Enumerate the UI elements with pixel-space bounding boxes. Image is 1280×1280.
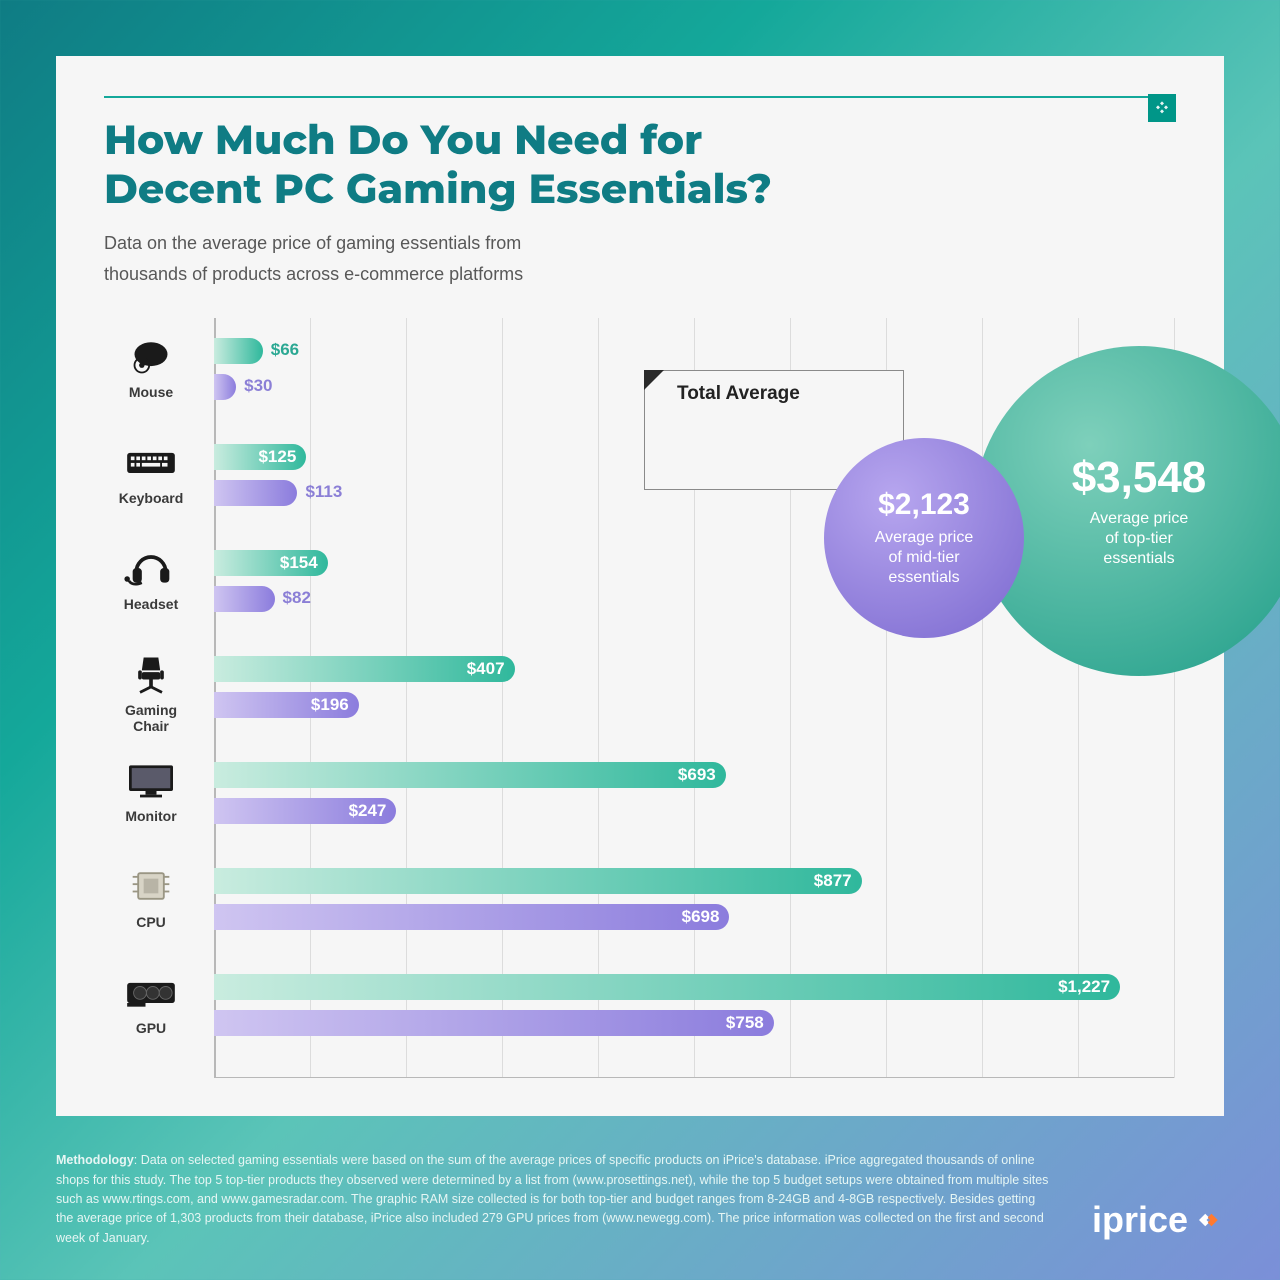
- mid-tier-bar: [214, 480, 297, 506]
- mid-tier-value: $113: [305, 482, 342, 502]
- bar-chart: Mouse$66$30Keyboard$125$113Headset$154$8…: [214, 318, 1174, 1078]
- category-icon: [115, 542, 187, 594]
- top-tier-bar: $154: [214, 550, 328, 576]
- category-icon: [115, 436, 187, 488]
- chart-row: GPU$1,227$758: [214, 960, 1174, 1060]
- top-tier-bar: $407: [214, 656, 515, 682]
- chart-row: Monitor$693$247: [214, 748, 1174, 848]
- top-tier-value: $407: [467, 659, 505, 679]
- subtitle: Data on the average price of gaming esse…: [104, 228, 724, 289]
- mid-tier-bar: $698: [214, 904, 729, 930]
- mid-tier-bar: $247: [214, 798, 396, 824]
- top-tier-bar: $125: [214, 444, 306, 470]
- mid-tier-bar: $196: [214, 692, 359, 718]
- brand-icon: [1194, 1205, 1224, 1235]
- category-icon-col: CPU: [96, 860, 206, 930]
- top-tier-value: $877: [814, 871, 852, 891]
- mid-tier-value: $698: [682, 907, 720, 927]
- brand-badge: [1148, 94, 1176, 122]
- category-icon: [115, 754, 187, 806]
- mid-tier-label: Average priceof mid-tieressentials: [875, 528, 973, 588]
- mid-tier-bubble: $2,123 Average priceof mid-tieressential…: [824, 438, 1024, 638]
- mid-tier-value: $82: [283, 588, 311, 608]
- mid-tier-bar: $758: [214, 1010, 774, 1036]
- top-tier-value: $66: [271, 340, 299, 360]
- category-label: Headset: [124, 596, 178, 612]
- x-axis: [214, 1077, 1174, 1078]
- top-tier-amount: $3,548: [1072, 453, 1207, 503]
- mid-tier-amount: $2,123: [878, 488, 970, 522]
- category-icon-col: Monitor: [96, 754, 206, 824]
- category-label: Mouse: [129, 384, 173, 400]
- top-tier-bar: $877: [214, 868, 862, 894]
- callout-corner: [644, 370, 664, 390]
- category-icon-col: Mouse: [96, 330, 206, 400]
- top-tier-value: $154: [280, 553, 318, 573]
- top-tier-value: $125: [258, 447, 296, 467]
- category-icon-col: GPU: [96, 966, 206, 1036]
- category-label: GamingChair: [125, 702, 177, 734]
- top-tier-bar: $1,227: [214, 974, 1120, 1000]
- category-icon-col: Headset: [96, 542, 206, 612]
- category-icon-col: GamingChair: [96, 648, 206, 734]
- top-tier-value: $693: [678, 765, 716, 785]
- mid-tier-value: $758: [726, 1013, 764, 1033]
- callout-title: Total Average: [677, 383, 889, 405]
- footer: Methodology: Data on selected gaming ess…: [56, 1151, 1224, 1248]
- top-rule: [104, 96, 1176, 98]
- category-icon: [115, 966, 187, 1018]
- chart-row: GamingChair$407$196: [214, 642, 1174, 742]
- category-label: CPU: [136, 914, 166, 930]
- top-tier-bar: $693: [214, 762, 726, 788]
- mid-tier-value: $30: [244, 376, 272, 396]
- page-title: How Much Do You Need forDecent PC Gaming…: [104, 116, 784, 214]
- top-tier-bar: [214, 338, 263, 364]
- category-icon-col: Keyboard: [96, 436, 206, 506]
- category-label: Keyboard: [119, 490, 184, 506]
- mid-tier-bar: [214, 374, 236, 400]
- top-tier-value: $1,227: [1058, 977, 1110, 997]
- mid-tier-value: $196: [311, 695, 349, 715]
- infographic-card: How Much Do You Need forDecent PC Gaming…: [56, 56, 1224, 1116]
- category-icon: [115, 330, 187, 382]
- category-label: GPU: [136, 1020, 166, 1036]
- category-label: Monitor: [125, 808, 176, 824]
- category-icon: [115, 860, 187, 912]
- mid-tier-bar: [214, 586, 275, 612]
- category-icon: [115, 648, 187, 700]
- top-tier-label: Average priceof top-tieressentials: [1090, 509, 1188, 569]
- brand-logo: iprice: [1092, 1192, 1224, 1248]
- methodology: Methodology: Data on selected gaming ess…: [56, 1151, 1052, 1248]
- mid-tier-value: $247: [349, 801, 387, 821]
- chart-row: CPU$877$698: [214, 854, 1174, 954]
